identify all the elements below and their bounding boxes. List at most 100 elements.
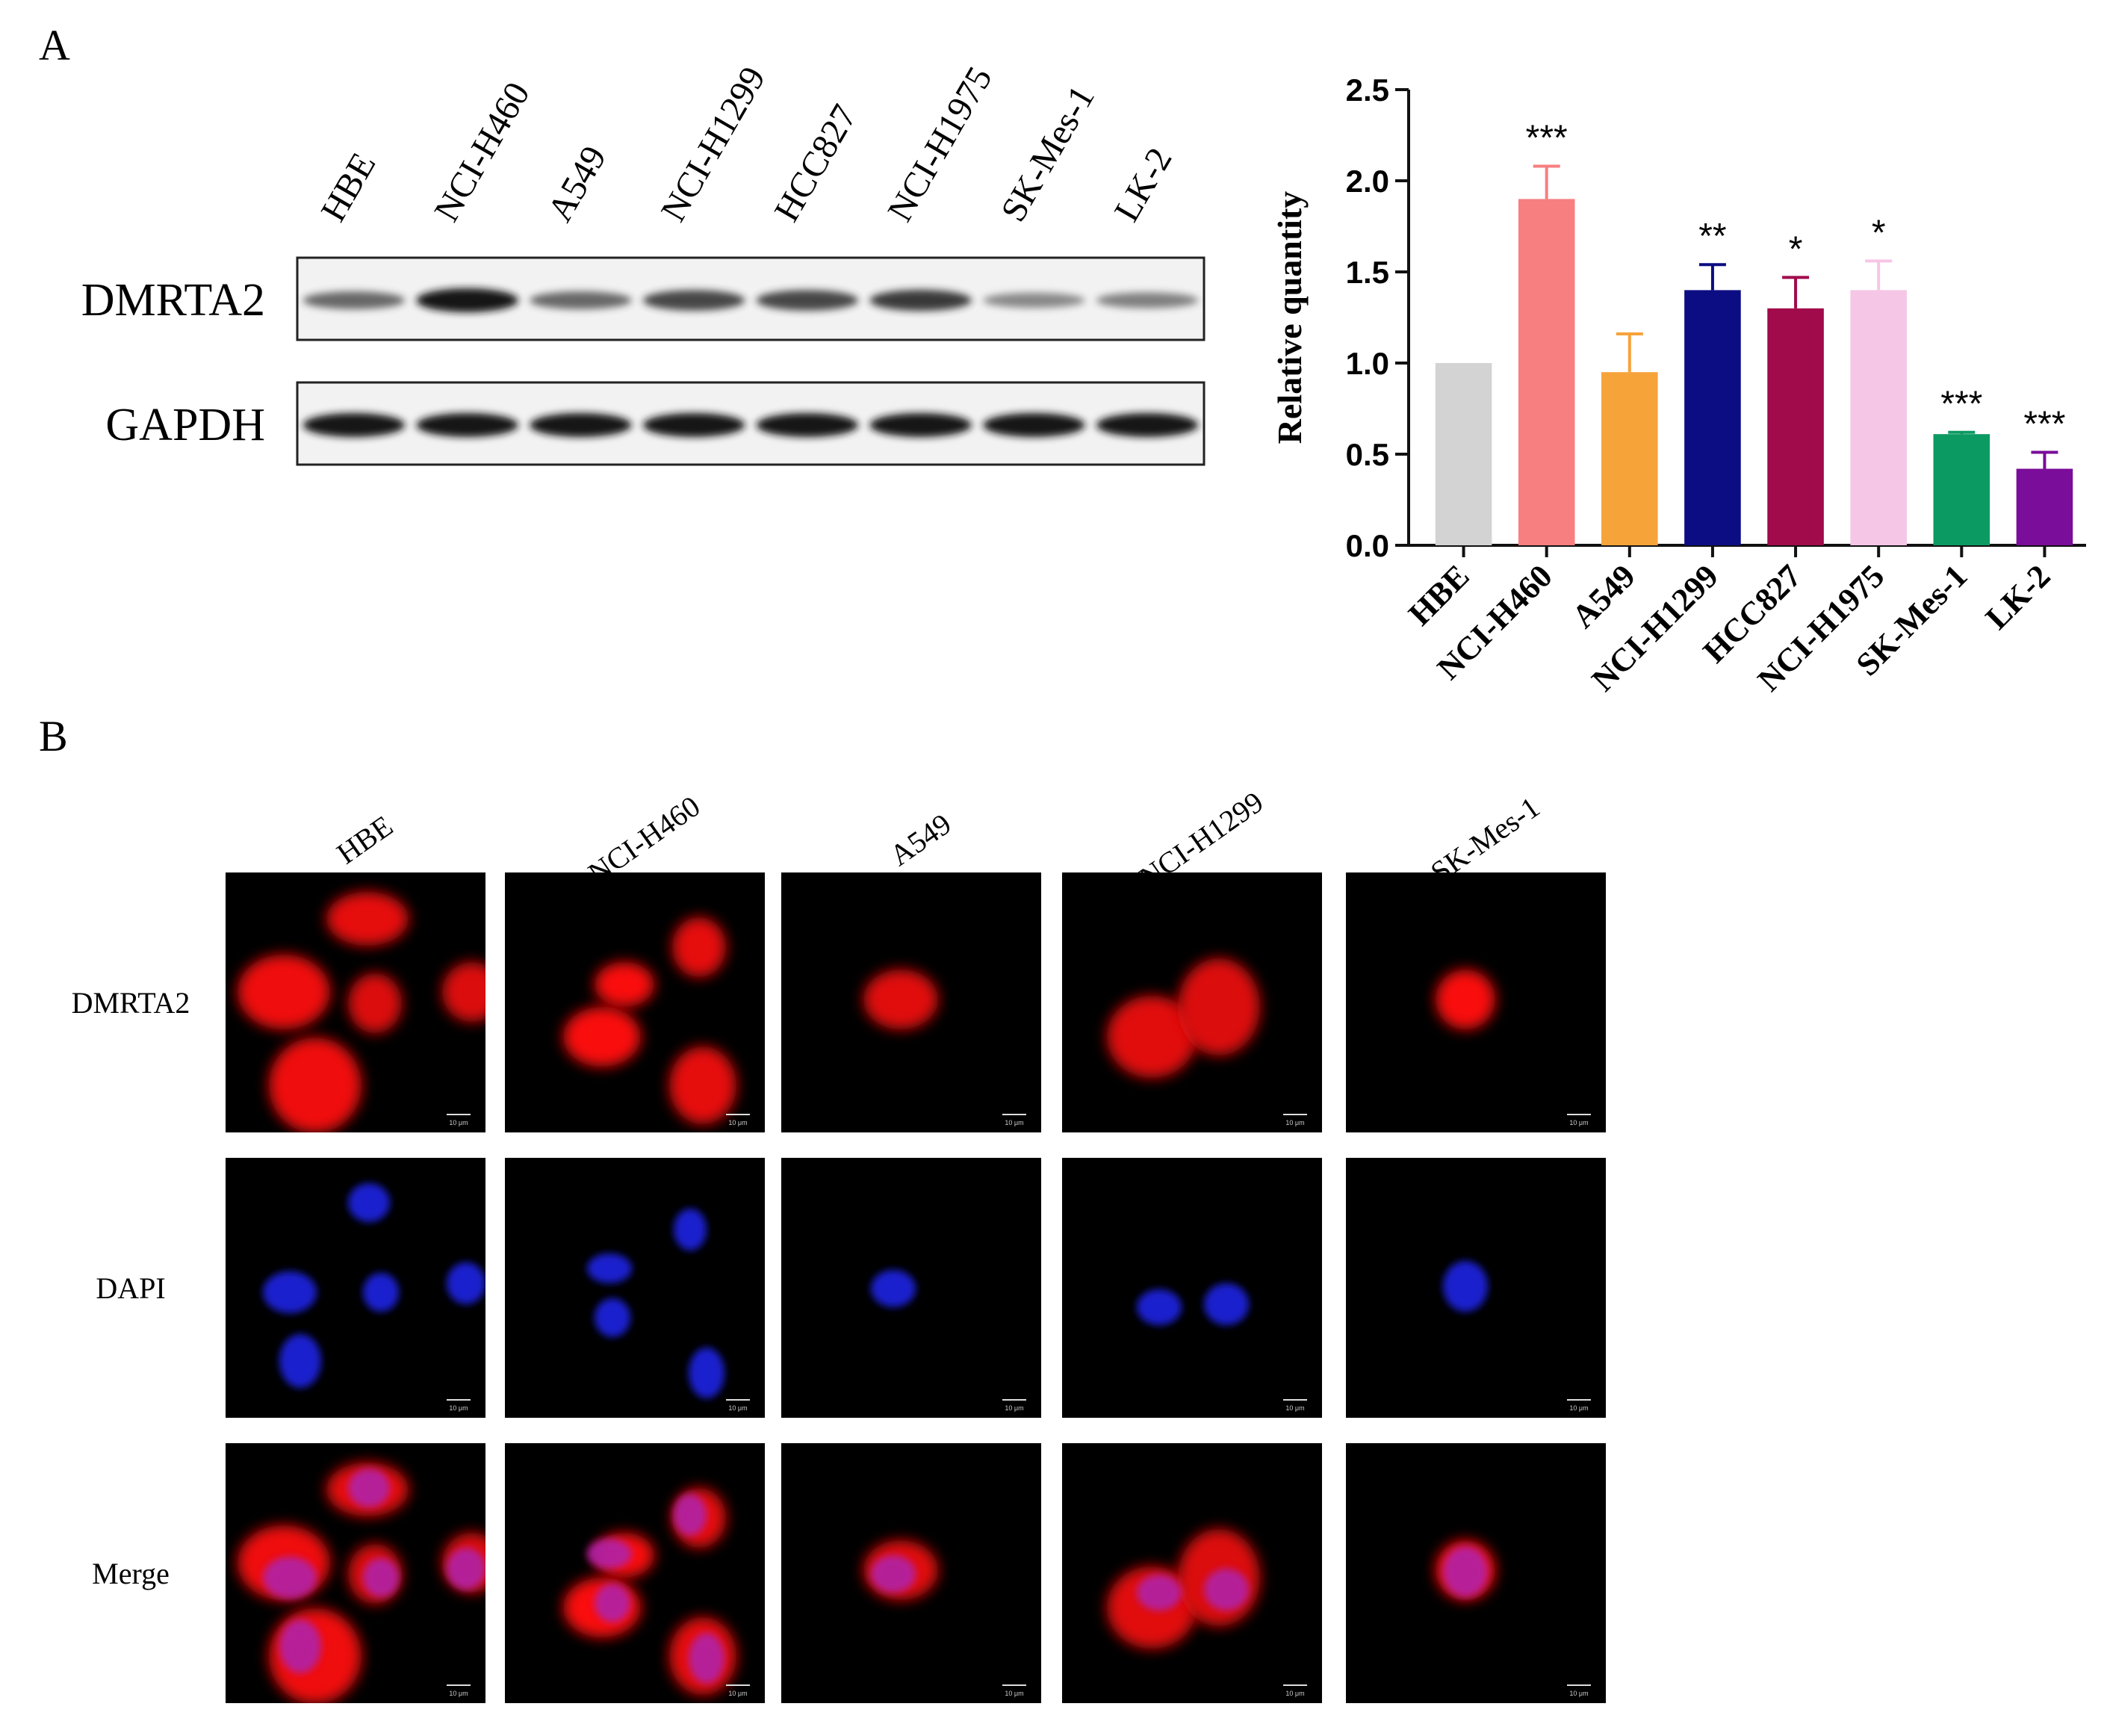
cell-cytoplasm [863, 970, 938, 1029]
cell-cytoplasm [1436, 970, 1495, 1029]
blot-band [756, 413, 859, 437]
y-tick-label: 1.5 [1346, 255, 1389, 290]
cell-nucleus [1204, 1283, 1249, 1325]
micrograph-panel: 10 μm [505, 1158, 765, 1418]
blot-lane-label: LK-2 [1107, 141, 1180, 229]
cell-nucleus [1443, 1261, 1488, 1312]
cell-nucleus [587, 1253, 632, 1283]
cell-nucleus [587, 1539, 632, 1569]
micrograph-background [505, 1158, 765, 1418]
scale-bar-text: 10 μm [1005, 1690, 1023, 1697]
scale-bar-text: 10 μm [1285, 1119, 1304, 1126]
cell-cytoplasm [442, 962, 485, 1022]
scale-bar-text: 10 μm [1005, 1404, 1023, 1412]
panel-a-label: A [39, 21, 70, 69]
cell-nucleus [674, 1209, 707, 1250]
blot-band [1096, 292, 1199, 309]
if-row-label: Merge [92, 1557, 170, 1590]
micrograph-panel: 10 μm [1062, 872, 1322, 1132]
micrograph-panel: 10 μm [1346, 1158, 1606, 1418]
cell-nucleus [263, 1271, 317, 1313]
scale-bar-text: 10 μm [449, 1119, 468, 1126]
blot-band [530, 413, 632, 437]
scale-bar-text: 10 μm [1285, 1690, 1304, 1697]
micrograph-panel: 10 μm [1346, 1443, 1606, 1703]
cell-nucleus [363, 1273, 399, 1312]
micrograph-panel: 10 μm [226, 872, 485, 1132]
bar [1518, 199, 1575, 545]
cell-cytoplasm [269, 1038, 361, 1132]
scale-bar-text: 10 μm [1005, 1119, 1023, 1126]
bar [1435, 363, 1492, 545]
micrograph-panel: 10 μm [1062, 1158, 1322, 1418]
scale-bar-text: 10 μm [728, 1404, 747, 1412]
cell-nucleus [1204, 1569, 1249, 1611]
y-tick-label: 0.0 [1346, 528, 1389, 563]
cell-cytoplasm [595, 962, 654, 1007]
y-axis-label: Relative quantity [1270, 191, 1309, 444]
significance-label: ** [1698, 217, 1726, 256]
cell-nucleus [1137, 1289, 1182, 1325]
scale-bar-text: 10 μm [1285, 1404, 1304, 1412]
cell-cytoplasm [669, 1047, 736, 1124]
significance-label: * [1789, 229, 1803, 269]
micrograph-panel: 10 μm [1346, 872, 1606, 1132]
blot-band [530, 291, 632, 309]
cell-nucleus [871, 1555, 916, 1593]
if-row-label: DMRTA2 [72, 986, 190, 1020]
blot-lane-label: NCI-H1975 [880, 60, 1000, 228]
scale-bar-text: 10 μm [1569, 1404, 1588, 1412]
cell-nucleus [674, 1494, 707, 1536]
y-tick-label: 1.0 [1346, 346, 1389, 381]
if-column-label: A549 [884, 807, 958, 872]
cell-cytoplasm [238, 955, 330, 1029]
cell-nucleus [595, 1584, 630, 1622]
cell-nucleus [689, 1348, 724, 1398]
blot-band [416, 288, 518, 312]
blot-row: GAPDH [105, 381, 1205, 466]
scale-bar-text: 10 μm [449, 1404, 468, 1412]
cell-nucleus [263, 1557, 317, 1599]
cell-nucleus [363, 1558, 399, 1597]
cell-nucleus [595, 1298, 630, 1337]
cell-nucleus [348, 1183, 390, 1222]
bar [1850, 290, 1907, 545]
blot-row-label: GAPDH [105, 400, 265, 450]
significance-label: *** [2023, 405, 2065, 444]
blot-band [416, 413, 518, 437]
micrograph-panel: 10 μm [226, 1158, 485, 1418]
blot-band [869, 289, 972, 311]
blot-band [642, 413, 745, 437]
micrograph-panel: 10 μm [505, 1443, 765, 1703]
x-tick-label: HBE [1401, 557, 1476, 632]
blot-band [869, 413, 972, 437]
y-tick-label: 2.0 [1346, 164, 1389, 199]
blot-band [302, 291, 406, 309]
immunofluorescence-grid: HBE NCI-H460 A549 NCI-H1299 SK-Mes-1DMRTA2DA… [72, 785, 1606, 1703]
cell-nucleus [348, 1469, 390, 1507]
bar [1601, 372, 1658, 545]
blot-band [302, 413, 406, 437]
scale-bar-text: 10 μm [1569, 1690, 1588, 1697]
blot-row: DMRTA2 [81, 256, 1205, 341]
if-row-label: DAPI [96, 1271, 165, 1305]
blot-lane-label: HCC827 [767, 98, 865, 228]
cell-nucleus [279, 1619, 321, 1673]
y-tick-label: 0.5 [1346, 437, 1389, 472]
blot-lane-label: A549 [540, 140, 614, 229]
cell-cytoplasm [1107, 996, 1197, 1078]
scale-bar-text: 10 μm [1569, 1119, 1588, 1126]
x-tick-label: LK-2 [1979, 557, 2058, 636]
blot-band [642, 290, 745, 311]
bar [1767, 308, 1824, 545]
blot-band [1096, 413, 1199, 437]
x-tick-label: A549 [1565, 557, 1642, 635]
blot-band [756, 290, 859, 311]
scale-bar-text: 10 μm [449, 1690, 468, 1697]
bar [2016, 468, 2073, 545]
cell-nucleus [447, 1548, 485, 1590]
scale-bar-text: 10 μm [728, 1119, 747, 1126]
blot-lane-label: NCI-H460 [426, 75, 538, 228]
